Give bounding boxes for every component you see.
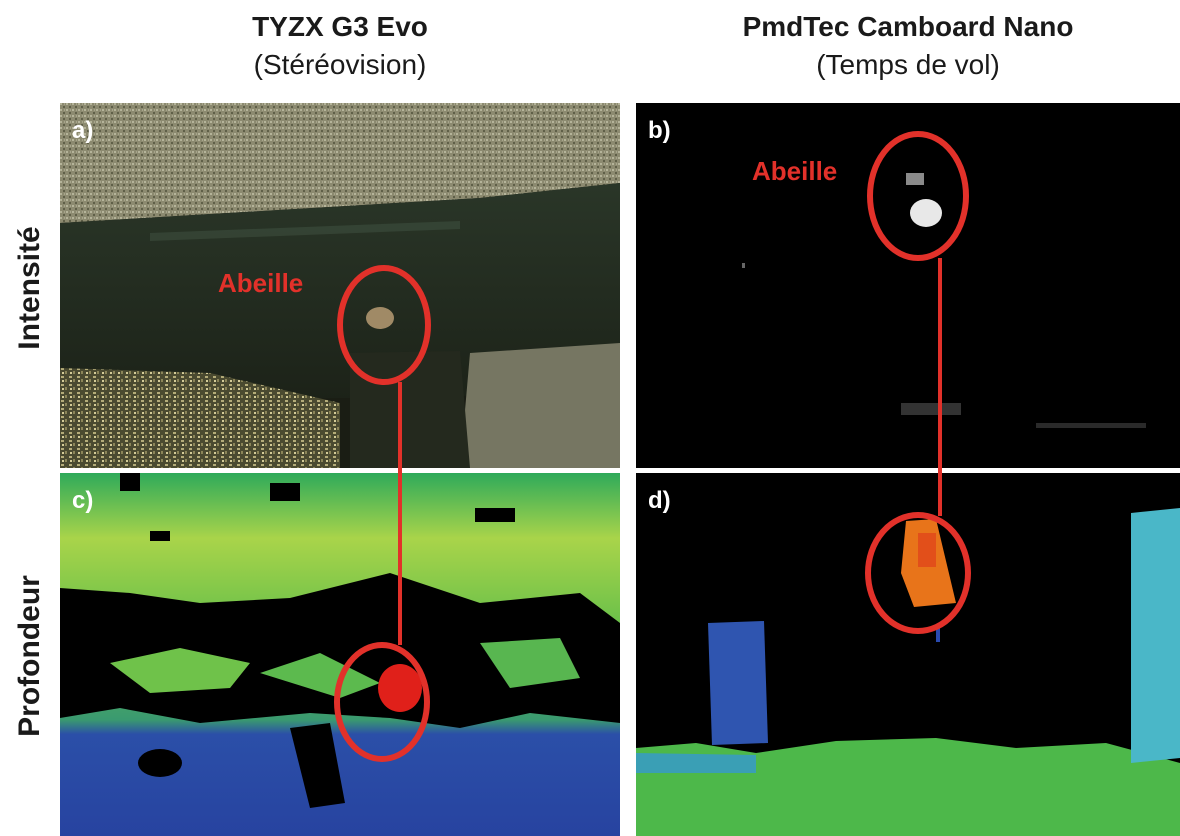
panel-d-tof-depth: d) (636, 473, 1180, 836)
panel-letter-c: c) (72, 487, 94, 514)
panel-b-tof-intensity: b) (636, 103, 1180, 468)
tof-depth-map (636, 473, 1180, 836)
method-stereovision: (Stéréovision) (253, 49, 427, 80)
row-label-intensity: Intensité (13, 226, 46, 350)
panel-letter-b: b) (648, 117, 671, 144)
bee-label-right: Abeille (752, 156, 838, 186)
panel-a-stereo-intensity: a) (60, 103, 620, 468)
panel-c-stereo-depth: c) (60, 473, 620, 836)
row-label-depth: Profondeur (13, 575, 46, 737)
camera-name-tyzx: TYZX G3 Evo (252, 11, 428, 42)
bee-label-left: Abeille (218, 268, 304, 298)
method-time-of-flight: (Temps de vol) (816, 49, 1000, 80)
column-title-stereo: TYZX G3 Evo (Stéréovision) (60, 8, 620, 84)
column-title-tof: PmdTec Camboard Nano (Temps de vol) (636, 8, 1180, 84)
tof-intensity-image (636, 103, 1180, 468)
panel-letter-a: a) (72, 117, 94, 144)
stereo-intensity-image (60, 103, 620, 468)
camera-name-pmdtec: PmdTec Camboard Nano (742, 11, 1074, 42)
panel-letter-d: d) (648, 487, 671, 514)
stereo-depth-map (60, 473, 620, 836)
